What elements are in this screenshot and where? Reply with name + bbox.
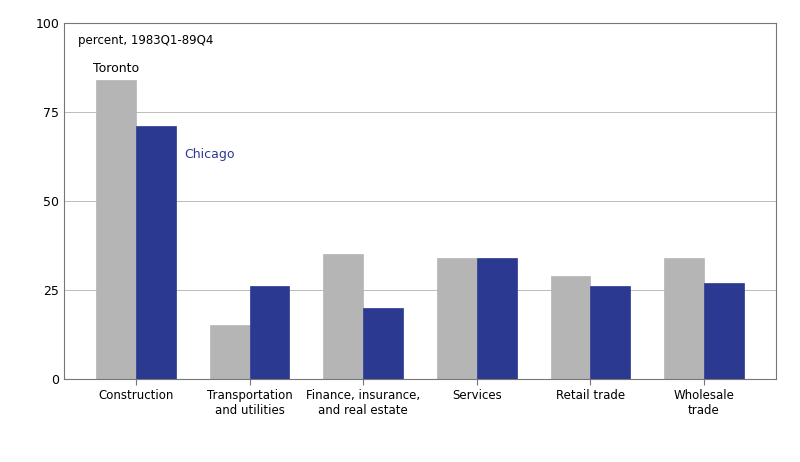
Bar	[363, 308, 403, 379]
Bar	[704, 283, 744, 379]
Bar	[664, 258, 704, 379]
Text: percent, 1983Q1-89Q4: percent, 1983Q1-89Q4	[78, 34, 214, 47]
Text: Toronto: Toronto	[93, 62, 139, 75]
Bar	[210, 326, 250, 379]
Bar	[96, 80, 136, 379]
Bar	[250, 286, 290, 379]
Bar	[477, 258, 517, 379]
Bar	[323, 254, 363, 379]
Text: Chicago: Chicago	[184, 148, 235, 161]
Bar	[136, 126, 176, 379]
Bar	[550, 276, 590, 379]
Bar	[437, 258, 477, 379]
Bar	[590, 286, 630, 379]
